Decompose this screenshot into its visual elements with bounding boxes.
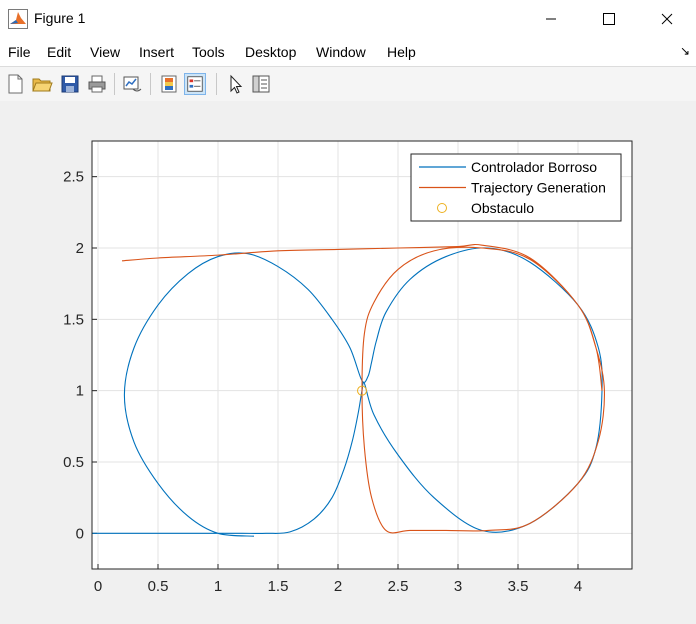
obstacle-marker xyxy=(357,385,367,396)
minimize-icon xyxy=(546,18,556,20)
y-tick-label: 0 xyxy=(76,525,84,542)
dock-figure-icon[interactable]: ↘ xyxy=(679,44,690,58)
legend-swatch-marker xyxy=(437,203,447,213)
menu-view[interactable]: View xyxy=(90,44,121,60)
print-icon[interactable] xyxy=(86,73,108,95)
menu-insert[interactable]: Insert xyxy=(139,44,175,60)
x-tick-label: 3.5 xyxy=(508,578,529,595)
toolbar-separator xyxy=(114,73,115,95)
x-tick-label: 3 xyxy=(454,578,462,595)
y-tick-label: 1.5 xyxy=(63,311,84,328)
maximize-button[interactable] xyxy=(580,0,638,38)
x-tick-label: 4 xyxy=(574,578,582,595)
x-tick-label: 0 xyxy=(94,578,102,595)
figure-canvas: 0 0.5 1 1.5 2 2.5 3 3.5 4 0 0.5 1 1.5 2 2.5 Controlado… xyxy=(0,101,696,619)
x-tick-label: 1.5 xyxy=(268,578,289,595)
close-icon xyxy=(661,13,673,25)
series-line-0 xyxy=(92,247,603,537)
close-button[interactable] xyxy=(638,0,696,38)
axes-box xyxy=(91,140,633,570)
matlab-logo-icon xyxy=(8,9,28,29)
property-inspector-icon[interactable] xyxy=(250,73,272,95)
x-tick-label: 2.5 xyxy=(388,578,409,595)
legend-entry-label: Trajectory Generation xyxy=(471,180,606,196)
y-tick-label: 2.5 xyxy=(63,169,84,186)
menu-window[interactable]: Window xyxy=(316,44,366,60)
maximize-icon xyxy=(603,13,615,25)
edit-plot-icon[interactable] xyxy=(224,73,246,95)
x-tick-label: 1 xyxy=(214,578,222,595)
menu-help[interactable]: Help xyxy=(387,44,416,60)
legend-entry-label: Controlador Borroso xyxy=(471,159,597,175)
link-plot-icon[interactable] xyxy=(121,73,143,95)
y-tick-label: 0.5 xyxy=(63,454,84,471)
tick-labels: 0 0.5 1 1.5 2 2.5 3 3.5 4 0 0.5 1 1.5 2 2.5 xyxy=(63,169,582,595)
legend-icon[interactable] xyxy=(184,73,206,95)
x-tick-label: 2 xyxy=(334,578,342,595)
save-icon[interactable] xyxy=(59,73,81,95)
open-file-icon[interactable] xyxy=(31,73,53,95)
plot-svg: 0 0.5 1 1.5 2 2.5 3 3.5 4 0 0.5 1 1.5 2 2.5 Controlado… xyxy=(63,140,633,595)
menu-desktop[interactable]: Desktop xyxy=(245,44,297,60)
new-figure-icon[interactable] xyxy=(4,73,26,95)
toolbar-separator xyxy=(216,73,217,95)
menu-bar: File Edit View Insert Tools Desktop Wind… xyxy=(0,38,696,66)
grid xyxy=(92,141,632,569)
menu-file[interactable]: File xyxy=(8,44,31,60)
y-tick-label: 2 xyxy=(76,240,84,257)
window-title: Figure 1 xyxy=(34,10,86,26)
colorbar-icon[interactable] xyxy=(158,73,180,95)
legend-entry-label: Obstaculo xyxy=(471,200,534,216)
minimize-button[interactable] xyxy=(522,0,580,38)
menu-edit[interactable]: Edit xyxy=(47,44,72,60)
figure-toolbar xyxy=(0,66,696,102)
y-tick-label: 1 xyxy=(76,383,84,400)
menu-tools[interactable]: Tools xyxy=(192,44,225,60)
legend[interactable]: Controlador Borroso Trajectory Generation… xyxy=(410,153,622,222)
series-line-1 xyxy=(121,243,605,534)
title-bar: Figure 1 xyxy=(0,0,696,38)
series-layer xyxy=(92,243,605,537)
x-tick-label: 0.5 xyxy=(148,578,169,595)
toolbar-separator xyxy=(150,73,151,95)
